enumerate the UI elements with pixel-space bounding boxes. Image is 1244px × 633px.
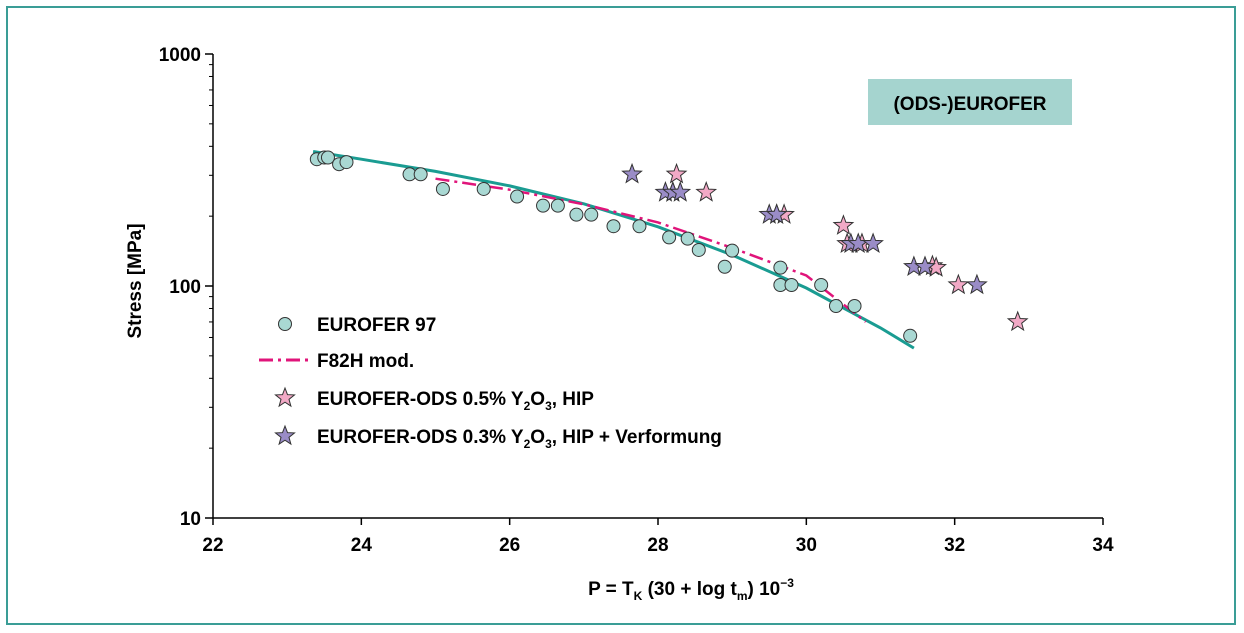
data-point-ods05 [695, 181, 718, 202]
data-point-ods03 [669, 181, 692, 202]
legend-ods03-post: , HIP + Verformung [552, 427, 722, 448]
data-point-ods03 [966, 273, 988, 295]
data-point-eurofer97 [691, 242, 706, 257]
data-point-eurofer97 [476, 181, 491, 196]
legend-ods05-post: , HIP [552, 389, 595, 410]
y-axis-label: Stress [MPa] [125, 223, 146, 338]
data-point-ods05 [665, 162, 688, 184]
x-tick-label: 28 [647, 535, 668, 556]
y-tick-label: 1000 [159, 45, 201, 66]
legend-ods03-sub-b: 3 [545, 437, 552, 451]
legend-ods05-sub-b: 3 [545, 399, 552, 413]
x-tick-label: 32 [944, 535, 965, 556]
legend-label-ods03: EUROFER-ODS 0.3% Y2O3, HIP + Verformung [317, 427, 722, 451]
data-point-eurofer97 [339, 155, 354, 170]
legend-ods03-sub-a: 2 [524, 437, 531, 451]
data-point-ods03 [914, 255, 936, 277]
data-point-ods05 [1006, 310, 1029, 332]
y-tick-label: 100 [169, 277, 201, 298]
legend-ods05-mid: O [530, 389, 545, 410]
legend-label-eurofer97: EUROFER 97 [317, 315, 436, 336]
x-tick-label: 22 [202, 535, 223, 556]
x-axis-label-sup: −3 [780, 576, 794, 590]
legend-circle-marker [278, 317, 292, 331]
data-point-eurofer97 [320, 150, 335, 165]
annotation-text: (ODS-)EUROFER [893, 94, 1046, 115]
x-tick-label: 34 [1092, 535, 1114, 556]
data-point-eurofer97 [725, 243, 740, 258]
x-axis-label-sub1: K [634, 589, 643, 603]
data-point-ods03 [621, 162, 643, 184]
data-point-eurofer97 [632, 219, 647, 234]
x-axis-label-main: P = T [588, 579, 634, 600]
legend-star-marker-ods03 [274, 424, 296, 446]
x-tick-label: 26 [499, 535, 520, 556]
data-point-ods05 [832, 214, 855, 235]
annotation-box: (ODS-)EUROFER [868, 79, 1072, 125]
x-axis-label-mid: (30 + log t [642, 579, 737, 600]
legend-label-ods05: EUROFER-ODS 0.5% Y2O3, HIP [317, 389, 594, 413]
data-point-eurofer97 [569, 207, 584, 222]
data-point-eurofer97 [847, 298, 862, 313]
legend-ods03-mid: O [530, 427, 545, 448]
x-axis-label-end: ) 10 [748, 579, 781, 600]
data-point-eurofer97 [584, 207, 599, 222]
x-axis-label-sub2: m [737, 589, 748, 603]
data-point-eurofer97 [717, 259, 732, 274]
data-point-eurofer97 [510, 189, 525, 204]
data-point-eurofer97 [550, 198, 565, 213]
data-point-ods03 [862, 232, 884, 254]
data-point-eurofer97 [784, 277, 799, 292]
chart-frame: 22 24 26 28 30 32 34 10 100 1000 (ODS-)EUROFER St… [6, 6, 1236, 625]
x-tick-label: 30 [796, 535, 817, 556]
data-point-eurofer97 [829, 298, 843, 313]
data-point-eurofer97 [903, 328, 918, 343]
data-point-eurofer97 [662, 230, 677, 245]
data-point-eurofer97 [606, 219, 621, 234]
data-point-eurofer97 [536, 198, 551, 213]
series-lines [312, 150, 915, 350]
data-point-eurofer97 [814, 277, 829, 292]
data-point-eurofer97 [435, 181, 450, 196]
legend-star-marker-ods05 [274, 386, 296, 408]
data-point-ods05 [947, 273, 970, 295]
legend-label-f82h: F82H mod. [317, 351, 414, 372]
x-tick-label: 24 [351, 535, 373, 556]
series-line-eurofer97-fit [312, 150, 915, 350]
data-point-ods03 [765, 203, 788, 224]
legend-ods03-pre: EUROFER-ODS 0.3% Y [317, 427, 524, 448]
legend: EUROFER 97 F82H mod. EUROFER-ODS 0.5% Y2… [259, 315, 722, 451]
legend-ods05-sub-a: 2 [524, 399, 531, 413]
data-point-eurofer97 [413, 167, 428, 182]
annotation-background [868, 79, 1072, 125]
x-axis-label: P = TK (30 + log tm) 10−3 [588, 576, 794, 603]
data-point-eurofer97 [773, 260, 788, 275]
y-tick-label: 10 [180, 509, 201, 530]
data-point-eurofer97 [680, 231, 695, 246]
series-line-f82h [435, 177, 867, 323]
series-marks [309, 150, 1029, 343]
legend-ods05-pre: EUROFER-ODS 0.5% Y [317, 389, 524, 410]
